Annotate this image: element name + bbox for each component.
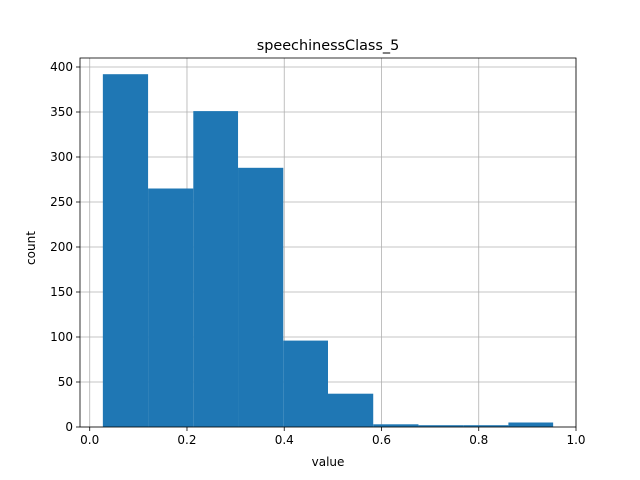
y-tick-label: 100 [50, 330, 73, 344]
y-tick-label: 50 [58, 375, 73, 389]
y-tick-label: 350 [50, 105, 73, 119]
histogram-bar [102, 74, 149, 427]
chart-title: speechinessClass_5 [257, 38, 400, 54]
x-tick-label: 0.2 [177, 433, 196, 447]
y-tick-label: 200 [50, 240, 73, 254]
y-tick-label: 400 [50, 60, 73, 74]
x-tick-label: 0.4 [275, 433, 294, 447]
histogram-bar [328, 393, 374, 427]
y-tick-label: 300 [50, 150, 73, 164]
x-axis-label: value [312, 455, 345, 469]
x-tick-label: 1.0 [566, 433, 585, 447]
y-tick-label: 250 [50, 195, 73, 209]
bars-layer [102, 74, 554, 428]
histogram-bar [418, 425, 464, 427]
y-tick-label: 0 [65, 420, 73, 434]
histogram-bar [373, 424, 419, 427]
x-tick-label: 0.8 [469, 433, 488, 447]
axes-layer: 0.0 0.2 0.4 0.6 0.8 1.0 0 50 100 150 200 250 300 350 4… [50, 57, 586, 447]
x-tick-label: 0.6 [372, 433, 391, 447]
histogram-bar [508, 422, 554, 427]
histogram-bar [463, 425, 509, 427]
y-tick-label: 150 [50, 285, 73, 299]
histogram-bar [148, 188, 194, 427]
histogram-bar [238, 167, 284, 428]
plot-frame [79, 57, 577, 428]
y-axis-label: count [24, 231, 38, 265]
x-tick-label: 0.0 [80, 433, 99, 447]
histogram-bar [193, 111, 239, 427]
histogram-bar [283, 340, 328, 427]
